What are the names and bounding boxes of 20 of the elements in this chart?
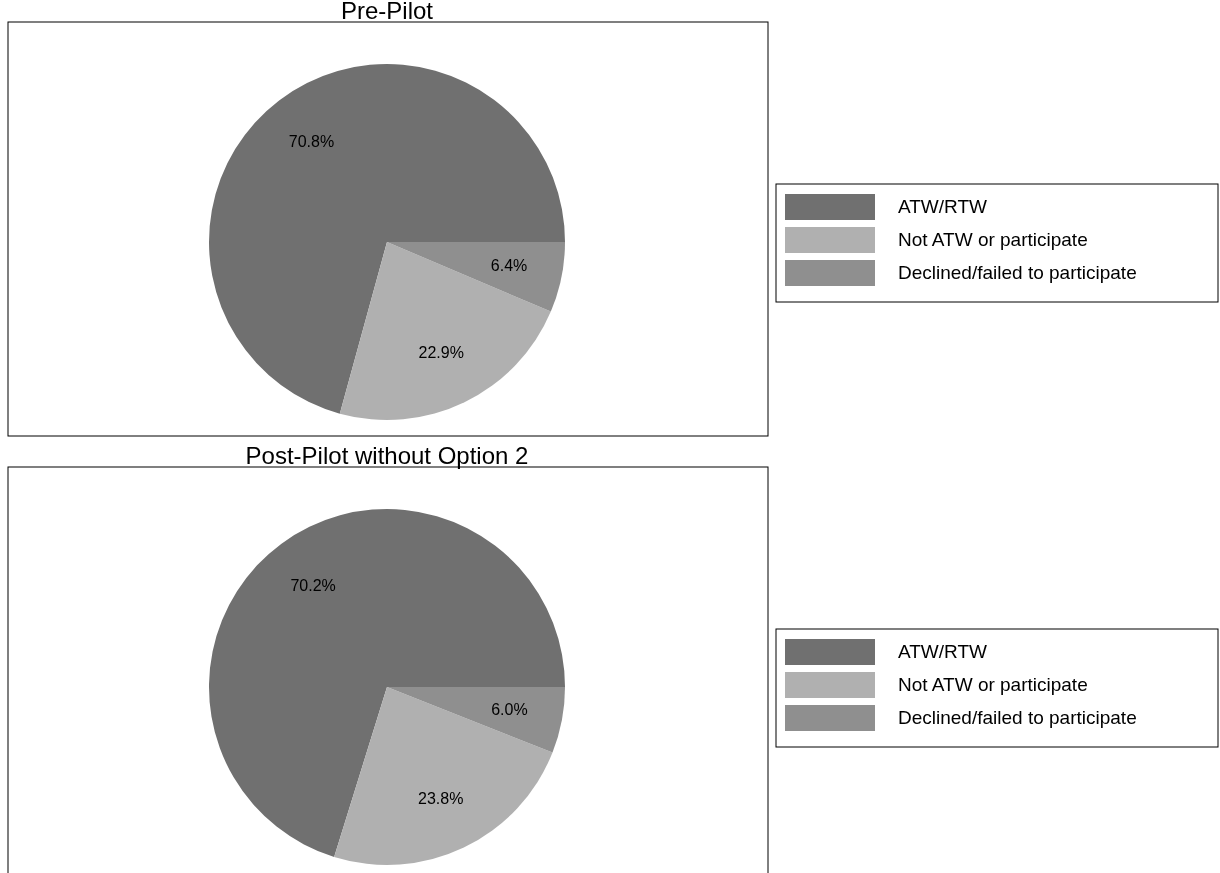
pie-slice	[339, 242, 551, 420]
legend-label: ATW/RTW	[898, 641, 988, 663]
pie-slice	[387, 687, 565, 753]
pie-slice	[209, 509, 565, 857]
legend-label: Declined/failed to participate	[898, 262, 1137, 284]
data-label: 70.8%	[288, 133, 335, 151]
legend-label: Not ATW or participate	[898, 674, 1088, 696]
pie-slice	[334, 687, 553, 865]
data-label: 6.0%	[491, 700, 528, 718]
chart-title: Post-Pilot without Option 2	[245, 442, 529, 469]
data-label: 6.4%	[490, 257, 528, 275]
legend-label: Not ATW or participate	[898, 229, 1088, 251]
data-label: 70.2%	[290, 576, 336, 594]
legend-label: Declined/failed to participate	[898, 707, 1137, 729]
chart-title: Pre-Pilot	[340, 0, 434, 24]
pie-slice	[209, 64, 565, 414]
legend-label: ATW/RTW	[898, 196, 988, 218]
data-label: 22.9%	[418, 344, 464, 362]
data-label: 23.8%	[418, 789, 464, 807]
pie-slice	[387, 242, 565, 312]
